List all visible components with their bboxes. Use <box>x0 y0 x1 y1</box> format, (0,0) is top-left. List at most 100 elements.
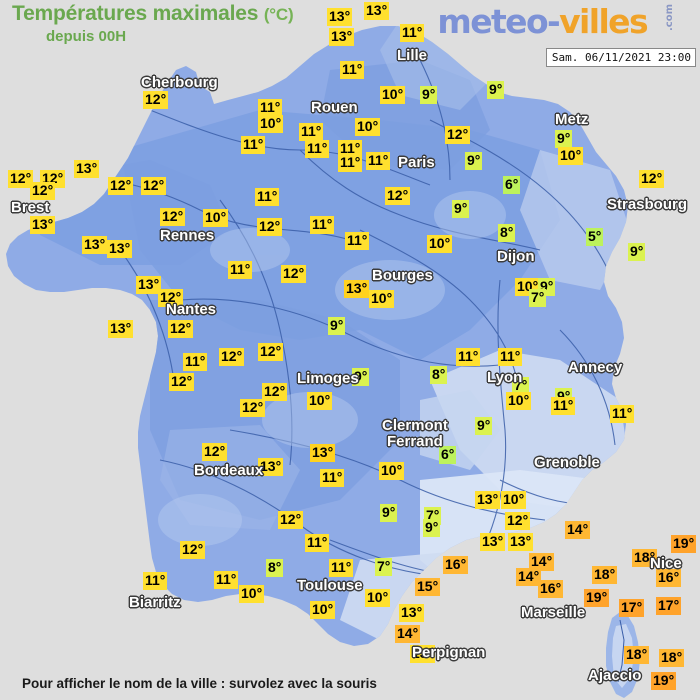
temperature-badge[interactable]: 9° <box>487 81 505 99</box>
temperature-badge[interactable]: 12° <box>168 320 194 338</box>
temperature-badge[interactable]: 13° <box>399 604 425 622</box>
temperature-badge[interactable]: 11° <box>329 559 354 577</box>
temperature-badge[interactable]: 10° <box>203 209 229 227</box>
temperature-badge[interactable]: 10° <box>310 601 336 619</box>
temperature-badge[interactable]: 13° <box>344 280 370 298</box>
temperature-badge[interactable]: 9° <box>352 368 370 386</box>
temperature-badge[interactable]: 12° <box>158 289 184 307</box>
temperature-badge[interactable]: 8° <box>498 224 516 242</box>
temperature-badge[interactable]: 18° <box>632 549 658 567</box>
temperature-badge[interactable]: 11° <box>214 571 239 589</box>
temperature-badge[interactable]: 15° <box>415 578 441 596</box>
temperature-badge[interactable]: 11° <box>255 188 280 206</box>
temperature-badge[interactable]: 10° <box>501 491 527 509</box>
temperature-badge[interactable]: 11° <box>551 397 576 415</box>
temperature-badge[interactable]: 6° <box>503 176 521 194</box>
temperature-badge[interactable]: 12° <box>281 265 307 283</box>
temperature-badge[interactable]: 12° <box>219 348 245 366</box>
temperature-badge[interactable]: 5° <box>586 228 604 246</box>
temperature-badge[interactable]: 13° <box>329 28 355 46</box>
temperature-badge[interactable]: 14° <box>565 521 591 539</box>
temperature-badge[interactable]: 13° <box>136 276 162 294</box>
temperature-badge[interactable]: 10° <box>506 392 532 410</box>
temperature-badge[interactable]: 13° <box>475 491 501 509</box>
temperature-badge[interactable]: 12° <box>505 512 531 530</box>
temperature-badge[interactable]: 13° <box>258 458 284 476</box>
temperature-badge[interactable]: 6° <box>439 446 457 464</box>
temperature-badge[interactable]: 10° <box>365 589 391 607</box>
temperature-badge[interactable]: 14° <box>529 553 555 571</box>
temperature-badge[interactable]: 10° <box>427 235 453 253</box>
temperature-badge[interactable]: 12° <box>262 383 288 401</box>
temperature-badge[interactable]: 13° <box>508 533 534 551</box>
temperature-badge[interactable]: 13° <box>82 236 108 254</box>
temperature-badge[interactable]: 9° <box>328 317 346 335</box>
temperature-badge[interactable]: 12° <box>385 187 411 205</box>
temperature-badge[interactable]: 11° <box>338 140 363 158</box>
temperature-badge[interactable]: 11° <box>310 216 335 234</box>
temperature-badge[interactable]: 12° <box>8 170 34 188</box>
temperature-badge[interactable]: 16° <box>656 569 682 587</box>
temperature-badge[interactable]: 12° <box>180 541 206 559</box>
temperature-badge[interactable]: 12° <box>240 399 266 417</box>
temperature-badge[interactable]: 11° <box>366 152 391 170</box>
temperature-badge[interactable]: 12° <box>30 182 56 200</box>
temperature-badge[interactable]: 10° <box>239 585 265 603</box>
temperature-badge[interactable]: 12° <box>160 208 186 226</box>
temperature-badge[interactable]: 12° <box>258 343 284 361</box>
temperature-badge[interactable]: 18° <box>592 566 618 584</box>
temperature-badge[interactable]: 11° <box>498 348 523 366</box>
temperature-badge[interactable]: 11° <box>610 405 635 423</box>
temperature-badge[interactable]: 10° <box>307 392 333 410</box>
temperature-badge[interactable]: 11° <box>345 232 370 250</box>
temperature-badge[interactable]: 12° <box>639 170 665 188</box>
temperature-badge[interactable]: 9° <box>380 504 398 522</box>
temperature-badge[interactable]: 10° <box>558 147 584 165</box>
temperature-badge[interactable]: 7° <box>375 558 393 576</box>
temperature-badge[interactable]: 18° <box>624 646 650 664</box>
temperature-badge[interactable]: 9° <box>420 86 438 104</box>
temperature-badge[interactable]: 13° <box>30 216 56 234</box>
temperature-badge[interactable]: 13° <box>310 444 336 462</box>
temperature-badge[interactable]: 10° <box>369 290 395 308</box>
temperature-badge[interactable]: 13° <box>74 160 100 178</box>
temperature-badge[interactable]: 11° <box>299 123 324 141</box>
temperature-badge[interactable]: 8° <box>430 366 448 384</box>
temperature-badge[interactable]: 11° <box>305 534 330 552</box>
temperature-badge[interactable]: 13° <box>327 8 353 26</box>
temperature-badge[interactable]: 11° <box>340 61 365 79</box>
temperature-badge[interactable]: 19° <box>671 535 697 553</box>
temperature-badge[interactable]: 7° <box>512 377 530 395</box>
temperature-badge[interactable]: 11° <box>143 572 168 590</box>
temperature-badge[interactable]: 9° <box>555 130 573 148</box>
temperature-badge[interactable]: 12° <box>169 373 195 391</box>
temperature-badge[interactable]: 12° <box>143 91 169 109</box>
temperature-badge[interactable]: 11° <box>241 136 266 154</box>
temperature-badge[interactable]: 13° <box>480 533 506 551</box>
temperature-badge[interactable]: 11° <box>183 353 208 371</box>
temperature-badge[interactable]: 14° <box>516 568 542 586</box>
temperature-badge[interactable]: 10° <box>379 462 405 480</box>
temperature-badge[interactable]: 12° <box>278 511 304 529</box>
temperature-badge[interactable]: 12° <box>445 126 471 144</box>
temperature-badge[interactable]: 11° <box>338 154 363 172</box>
temperature-badge[interactable]: 11° <box>258 99 283 117</box>
temperature-badge[interactable]: 10° <box>380 86 406 104</box>
temperature-badge[interactable]: 11° <box>456 348 481 366</box>
temperature-badge[interactable]: 11° <box>320 469 345 487</box>
temperature-badge[interactable]: 11° <box>305 140 330 158</box>
temperature-badge[interactable]: 12° <box>257 218 283 236</box>
temperature-badge[interactable]: 13° <box>107 240 133 258</box>
temperature-badge[interactable]: 12° <box>108 177 134 195</box>
temperature-badge[interactable]: 11° <box>400 24 425 42</box>
temperature-badge[interactable]: 16° <box>443 556 469 574</box>
temperature-badge[interactable]: 10° <box>258 115 284 133</box>
temperature-badge[interactable]: 19° <box>584 589 610 607</box>
temperature-badge[interactable]: 13° <box>364 2 390 20</box>
temperature-badge[interactable]: 8° <box>266 559 284 577</box>
temperature-badge[interactable]: 9° <box>423 519 441 537</box>
meteo-villes-logo[interactable]: meteo-villes .com <box>437 0 692 44</box>
temperature-badge[interactable]: 9° <box>475 417 493 435</box>
temperature-badge[interactable]: 19° <box>651 672 677 690</box>
temperature-badge[interactable]: 14° <box>395 625 421 643</box>
